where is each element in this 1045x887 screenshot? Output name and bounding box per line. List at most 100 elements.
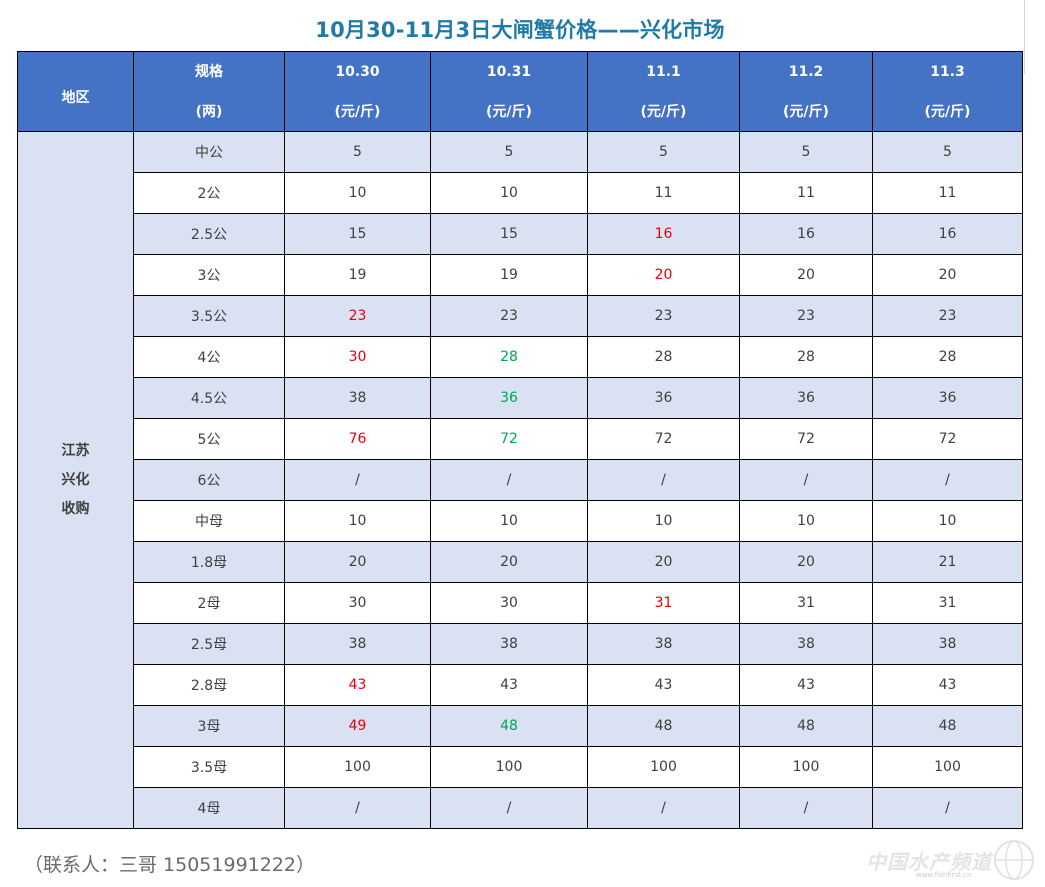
- price-cell: 48: [587, 705, 740, 747]
- price-cell: 16: [587, 213, 740, 255]
- price-cell: /: [430, 787, 588, 829]
- spec-cell: 3公: [133, 254, 285, 296]
- price-cell: 10: [430, 172, 588, 214]
- table-row: 中母 10 10 10 10 10: [18, 500, 1023, 542]
- price-cell: 23: [872, 295, 1023, 337]
- price-cell: 36: [872, 377, 1023, 419]
- price-cell: 15: [430, 213, 588, 255]
- price-cell: 20: [872, 254, 1023, 296]
- price-cell: 10: [739, 500, 873, 542]
- table-row: 3.5公 23 23 23 23 23: [18, 295, 1023, 337]
- header-spec-label: 规格: [195, 63, 223, 80]
- price-cell: 30: [284, 336, 431, 378]
- spec-cell: 中公: [133, 131, 285, 173]
- header-date-label: 11.2: [788, 63, 824, 80]
- price-cell: 15: [284, 213, 431, 255]
- spec-cell: 4.5公: [133, 377, 285, 419]
- globe-icon: [994, 840, 1034, 880]
- price-cell: 28: [430, 336, 588, 378]
- price-cell: 31: [587, 582, 740, 624]
- price-cell: 100: [587, 746, 740, 788]
- table-row: 3母 49 48 48 48 48: [18, 705, 1023, 747]
- header-row: 地区 规格 (两) 10.30 (元/斤) 10.31 (元/斤) 11.1 (…: [17, 51, 1023, 132]
- spec-cell: 4母: [133, 787, 285, 829]
- price-cell: 36: [739, 377, 873, 419]
- header-date-unit: (元/斤): [334, 103, 381, 120]
- header-date-2: 11.1 (元/斤): [587, 51, 740, 132]
- watermark-text: 中国水产频道: [866, 850, 992, 874]
- price-cell: 38: [284, 377, 431, 419]
- header-date-label: 11.1: [646, 63, 681, 80]
- price-cell: 38: [739, 623, 873, 665]
- contact-info: （联系人：三哥 15051991222）: [24, 854, 316, 876]
- price-cell: 10: [284, 172, 431, 214]
- header-date-1: 10.31 (元/斤): [430, 51, 588, 132]
- table-row: 1.8母 20 20 20 20 21: [18, 541, 1023, 583]
- price-cell: 31: [872, 582, 1023, 624]
- price-cell: 38: [872, 623, 1023, 665]
- header-date-3: 11.2 (元/斤): [739, 51, 873, 132]
- price-cell: 72: [587, 418, 740, 460]
- price-cell: 43: [284, 664, 431, 706]
- price-cell: /: [872, 787, 1023, 829]
- spec-cell: 3母: [133, 705, 285, 747]
- price-cell: /: [872, 459, 1023, 501]
- header-spec: 规格 (两): [133, 51, 285, 132]
- price-cell: 36: [587, 377, 740, 419]
- table-row: 4.5公 38 36 36 36 36: [18, 377, 1023, 419]
- table-row: 6公 / / / / /: [18, 459, 1023, 501]
- region-line: 收购: [61, 501, 90, 517]
- price-cell: 23: [587, 295, 740, 337]
- spec-cell: 3.5母: [133, 746, 285, 788]
- spec-cell: 5公: [133, 418, 285, 460]
- header-region-label: 地区: [61, 89, 90, 106]
- spec-cell: 1.8母: [133, 541, 285, 583]
- price-cell: /: [284, 459, 431, 501]
- price-cell: 28: [739, 336, 873, 378]
- price-cell: 100: [872, 746, 1023, 788]
- page-title: 10月30-11月3日大闸蟹价格——兴化市场: [315, 18, 725, 42]
- price-table-body: 江苏 兴化 收购 中公 5 5 5 5 5 2公 10 10 11 11 11 2.5公 15 15 16 1…: [17, 131, 1023, 829]
- price-cell: 10: [284, 500, 431, 542]
- price-cell: 19: [284, 254, 431, 296]
- price-cell: /: [739, 787, 873, 829]
- spec-cell: 6公: [133, 459, 285, 501]
- spec-cell: 4公: [133, 336, 285, 378]
- watermark-logo: 中国水产频道 www.fishfirst.cn: [866, 838, 1036, 882]
- price-cell: 36: [430, 377, 588, 419]
- header-date-label: 10.31: [486, 63, 532, 80]
- table-row: 2公 10 10 11 11 11: [18, 172, 1023, 214]
- price-cell: 23: [284, 295, 431, 337]
- price-cell: 20: [284, 541, 431, 583]
- price-cell: 30: [284, 582, 431, 624]
- spec-cell: 2.8母: [133, 664, 285, 706]
- header-date-unit: (元/斤): [924, 103, 971, 120]
- price-cell: 5: [739, 131, 873, 173]
- price-cell: 20: [587, 541, 740, 583]
- table-row: 2.8母 43 43 43 43 43: [18, 664, 1023, 706]
- table-row: 5公 76 72 72 72 72: [18, 418, 1023, 460]
- price-cell: /: [739, 459, 873, 501]
- price-cell: 38: [284, 623, 431, 665]
- price-cell: 48: [872, 705, 1023, 747]
- region-line: 江苏: [61, 443, 90, 459]
- price-cell: 23: [430, 295, 588, 337]
- header-date-label: 10.30: [335, 63, 380, 80]
- table-row: 2.5母 38 38 38 38 38: [18, 623, 1023, 665]
- header-spec-unit: (两): [195, 103, 223, 120]
- price-cell: 11: [739, 172, 873, 214]
- spec-cell: 中母: [133, 500, 285, 542]
- price-cell: 16: [739, 213, 873, 255]
- table-row: 3.5母 100 100 100 100 100: [18, 746, 1023, 788]
- price-cell: 48: [430, 705, 588, 747]
- header-date-unit: (元/斤): [486, 103, 532, 120]
- price-cell: 31: [739, 582, 873, 624]
- price-cell: 43: [430, 664, 588, 706]
- page-edge-divider: [1024, 0, 1025, 74]
- price-cell: 43: [587, 664, 740, 706]
- price-cell: 5: [872, 131, 1023, 173]
- table-row: 江苏 兴化 收购 中公 5 5 5 5 5: [17, 131, 1023, 829]
- price-cell: /: [284, 787, 431, 829]
- price-cell: 20: [739, 541, 873, 583]
- price-cell: 11: [872, 172, 1023, 214]
